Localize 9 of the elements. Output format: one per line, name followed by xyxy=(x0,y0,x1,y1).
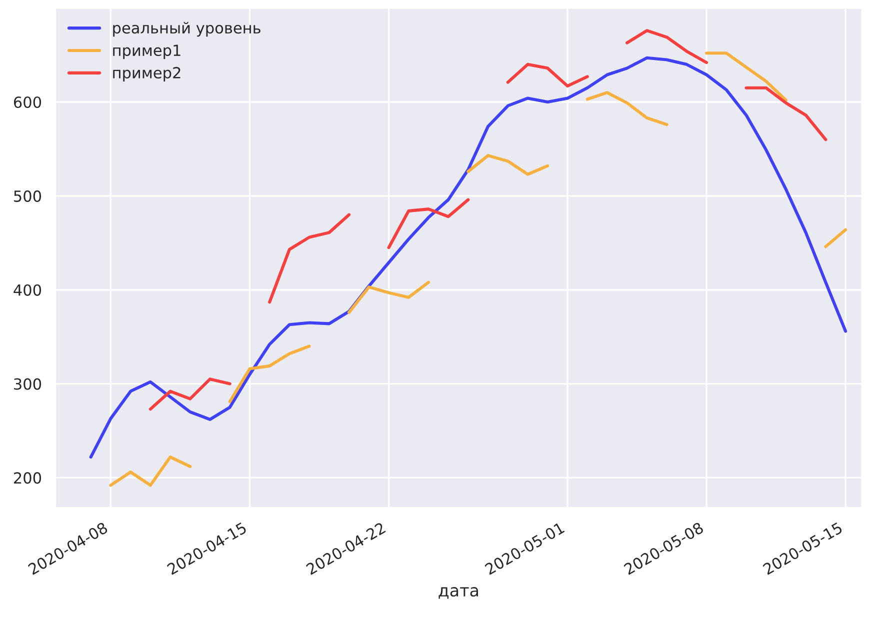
legend-label: пример2 xyxy=(113,66,180,82)
y-tick-label: 600 xyxy=(14,96,42,108)
legend-label: пример1 xyxy=(113,44,180,60)
legend-label: реальный уровень xyxy=(113,22,260,37)
y-tick-label: 400 xyxy=(14,284,42,296)
y-tick-label: 300 xyxy=(14,378,42,390)
y-tick-label: 200 xyxy=(14,472,42,484)
x-axis-title: дата xyxy=(438,587,478,599)
y-tick-label: 500 xyxy=(14,190,42,202)
